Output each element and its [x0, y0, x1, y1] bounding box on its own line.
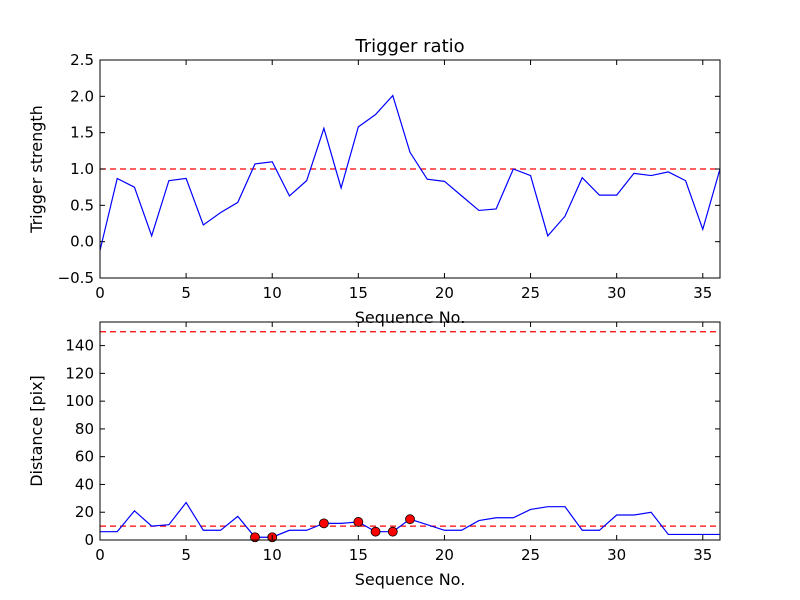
distance-marker-point — [250, 532, 260, 543]
distance-marker-point — [387, 526, 398, 537]
distance-axes-frame — [99, 321, 721, 541]
trigger-series-line-0 — [100, 94, 720, 251]
trigger-y-tick-label: 1.0 — [70, 160, 94, 178]
trigger-y-tick-label: 2.0 — [70, 87, 94, 105]
trigger-y-tick-label: 0.0 — [70, 233, 94, 251]
distance-x-tick-label: 25 — [521, 546, 540, 564]
trigger-x-tick-label: 25 — [521, 284, 540, 302]
trigger-y-axis-label: Trigger strength — [27, 105, 46, 234]
distance-x-tick-label: 5 — [181, 546, 191, 564]
distance-marker-point — [318, 518, 329, 529]
trigger-x-tick-label: 15 — [349, 284, 368, 302]
distance-x-tick-label: 30 — [607, 546, 626, 564]
distance-y-tick-label: 0 — [84, 531, 94, 549]
trigger-y-tick-label: 0.5 — [70, 196, 94, 214]
trigger-chart-title: Trigger ratio — [354, 36, 464, 57]
distance-y-tick-label: 120 — [65, 364, 94, 382]
distance-x-tick-label: 15 — [349, 546, 368, 564]
trigger-x-axis-label: Sequence No. — [355, 308, 466, 327]
trigger-x-tick-label: 10 — [263, 284, 282, 302]
distance-marker-point — [353, 517, 364, 527]
distance-y-tick-label: 40 — [75, 475, 94, 493]
trigger-y-tick-label: 1.5 — [70, 124, 94, 142]
trigger-ratio-panel: 0 5 10 15 20 25 30 35 −0.5 0.0 0.5 1.0 1.5 2.0 2.5 Trig… — [27, 36, 721, 327]
distance-marker-point — [405, 514, 415, 525]
distance-marker-point — [370, 526, 381, 537]
trigger-x-tick-label: 30 — [607, 284, 626, 302]
trigger-x-tick-label: 20 — [435, 284, 454, 302]
distance-y-tick-label: 60 — [75, 448, 94, 466]
distance-panel: 0 5 10 15 20 25 30 35 0 20 40 60 80 100 120 140 Sequence… — [27, 321, 721, 589]
distance-y-tick-label: 140 — [65, 337, 94, 355]
distance-x-tick-label: 0 — [95, 546, 105, 564]
trigger-y-tick-label: −0.5 — [58, 269, 94, 287]
trigger-x-tick-label: 0 — [95, 284, 105, 302]
distance-x-tick-label: 35 — [693, 546, 712, 564]
distance-x-tick-label: 20 — [435, 546, 454, 564]
distance-y-tick-label: 100 — [65, 392, 94, 410]
distance-x-tick-label: 10 — [263, 546, 282, 564]
distance-x-axis-label: Sequence No. — [355, 570, 466, 589]
distance-y-tick-label: 80 — [75, 420, 94, 438]
trigger-x-tick-label: 5 — [181, 284, 191, 302]
distance-y-axis-label: Distance [pix] — [27, 375, 46, 487]
distance-y-tick-label: 20 — [75, 503, 94, 521]
trigger-y-tick-label: 2.5 — [70, 51, 94, 69]
trigger-x-tick-label: 35 — [693, 284, 712, 302]
